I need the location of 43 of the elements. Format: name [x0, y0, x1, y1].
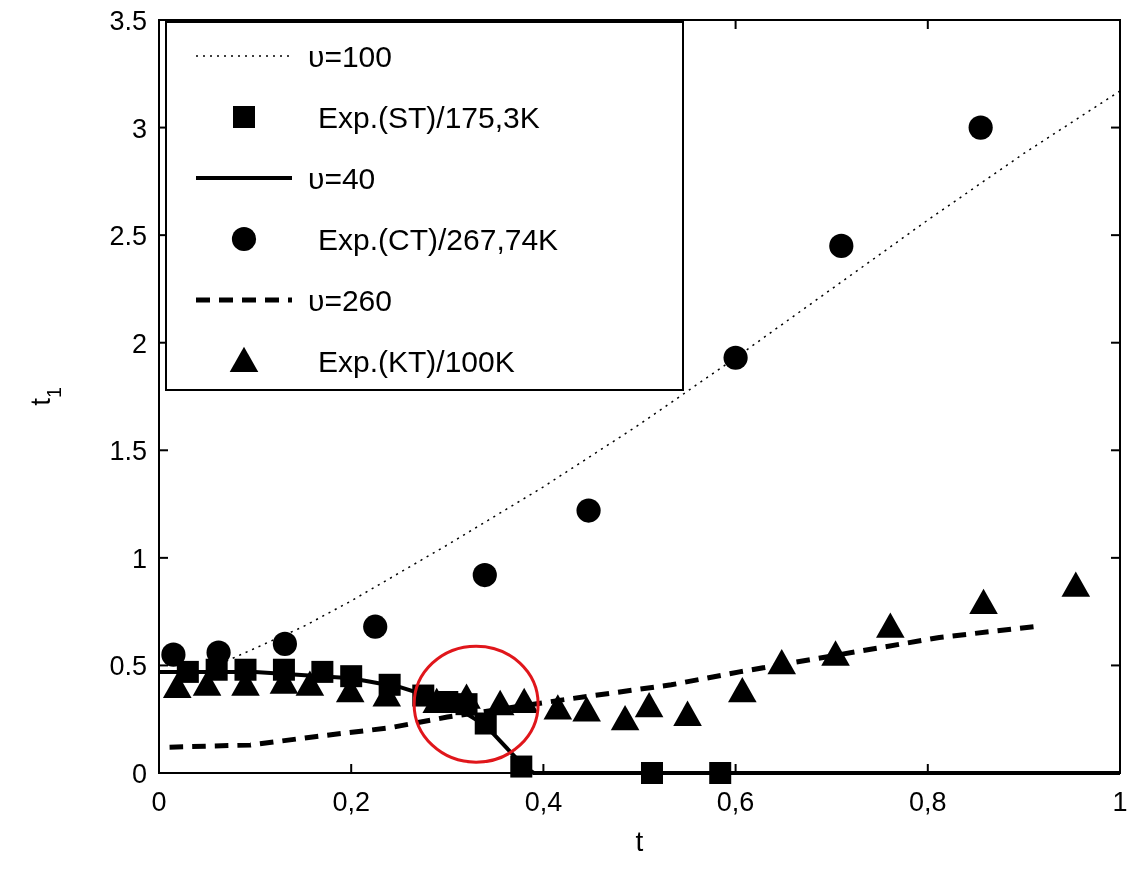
x-tick-label: 0,4 — [524, 787, 563, 817]
y-tick-label: 1.5 — [109, 436, 147, 467]
point — [295, 670, 325, 696]
point — [829, 233, 854, 258]
point — [363, 614, 388, 639]
point — [634, 692, 664, 718]
point — [610, 704, 640, 731]
point — [876, 612, 905, 638]
legend-label: υ=260 — [308, 284, 392, 317]
x-tick-label: 0,2 — [332, 787, 370, 817]
point — [572, 696, 601, 722]
legend-label: υ=100 — [308, 40, 392, 73]
legend-label: Exp.(KT)/100K — [318, 345, 515, 378]
y-tick-label: 3.5 — [109, 6, 147, 36]
point — [543, 694, 573, 720]
point — [1061, 571, 1091, 597]
point — [821, 640, 850, 666]
point — [723, 345, 748, 370]
point — [161, 642, 186, 667]
x-tick-label: 0,6 — [716, 787, 755, 817]
x-tick-label: 0 — [151, 787, 167, 817]
legend-label: υ=40 — [308, 162, 376, 195]
point — [509, 687, 539, 713]
legend-label: Exp.(CT)/267,74K — [318, 223, 559, 256]
point — [472, 562, 497, 588]
legend-label: Exp.(ST)/175,3K — [318, 101, 540, 134]
y-tick-label: 0 — [131, 759, 147, 789]
point — [576, 498, 601, 523]
point — [673, 700, 702, 726]
x-tick-label: 0,8 — [909, 787, 947, 817]
y-tick-label: 2.5 — [109, 221, 147, 252]
y-tick-label: 2 — [131, 328, 147, 359]
point — [969, 588, 998, 615]
point — [767, 648, 797, 675]
x-axis-title: t — [635, 826, 644, 857]
point — [968, 115, 993, 140]
point — [272, 631, 297, 657]
point — [162, 672, 192, 698]
y-tick-label: 0.5 — [109, 651, 147, 682]
x-tick-label: 1 — [1112, 787, 1128, 817]
y-tick-label: 3 — [131, 113, 147, 144]
point — [728, 676, 757, 703]
y-tick-label: 1 — [131, 543, 147, 574]
